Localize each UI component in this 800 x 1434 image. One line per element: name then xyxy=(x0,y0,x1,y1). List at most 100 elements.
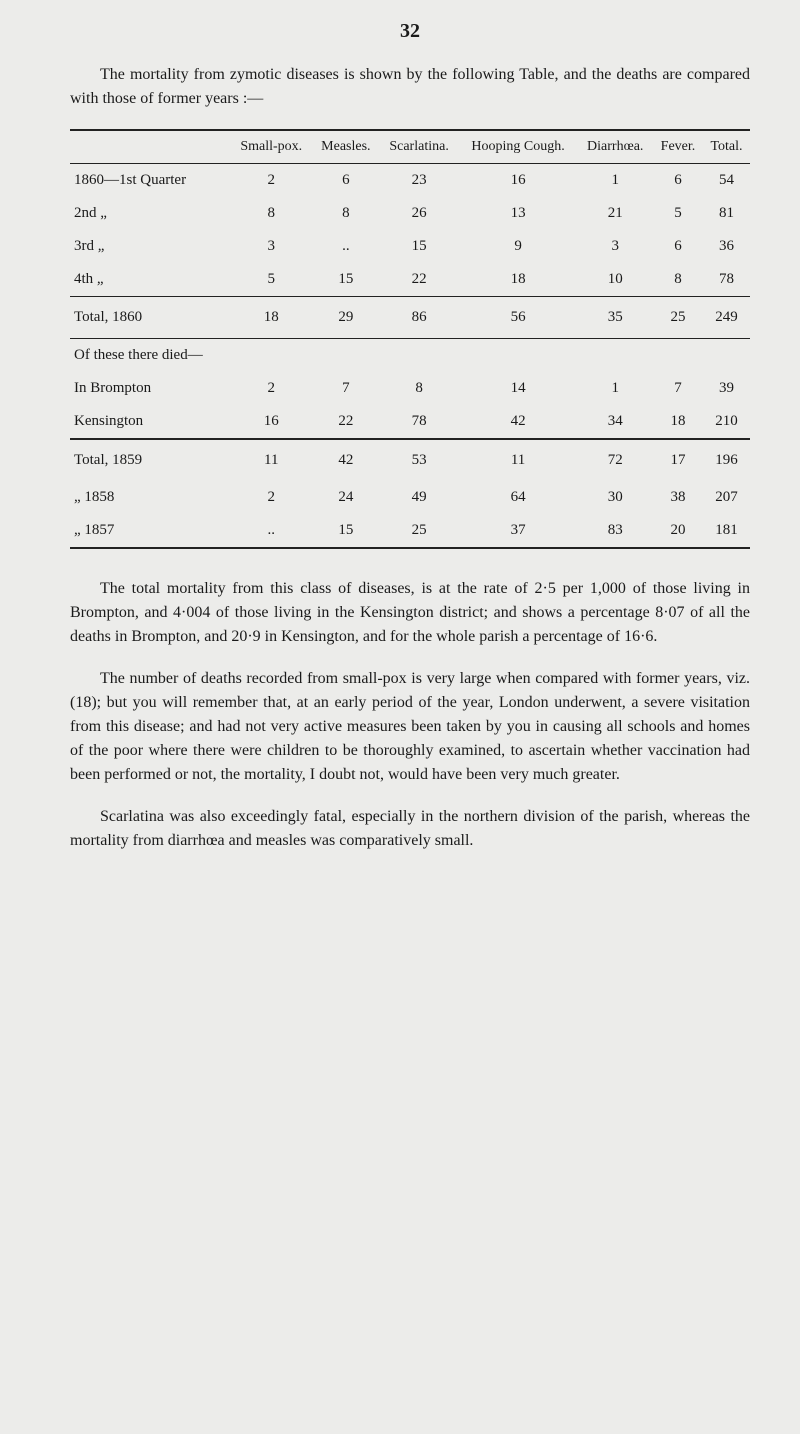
col-diarrhoea: Diarrhœa. xyxy=(578,130,653,164)
cell: 14 xyxy=(459,372,578,405)
cell: .. xyxy=(312,230,379,263)
cell: 81 xyxy=(703,197,750,230)
cell: 24 xyxy=(312,481,379,514)
row-label: „ 1858 xyxy=(70,481,230,514)
row-label: Total, 1859 xyxy=(70,439,230,481)
cell: 5 xyxy=(653,197,703,230)
cell: 2 xyxy=(230,481,312,514)
table-row: Total, 1860182986563525249 xyxy=(70,297,750,339)
cell: 249 xyxy=(703,297,750,339)
cell: 29 xyxy=(312,297,379,339)
mortality-table: Small-pox. Measles. Scarlatina. Hooping … xyxy=(70,129,750,549)
col-hooping: Hooping Cough. xyxy=(459,130,578,164)
cell: 7 xyxy=(653,372,703,405)
cell: 16 xyxy=(459,164,578,198)
row-label: Kensington xyxy=(70,405,230,439)
cell: 3 xyxy=(578,230,653,263)
cell xyxy=(459,339,578,373)
cell: 16 xyxy=(230,405,312,439)
cell: 15 xyxy=(312,514,379,548)
cell: 54 xyxy=(703,164,750,198)
cell: 9 xyxy=(459,230,578,263)
cell: 3 xyxy=(230,230,312,263)
cell: 210 xyxy=(703,405,750,439)
cell: 15 xyxy=(380,230,459,263)
cell: 25 xyxy=(653,297,703,339)
row-label: Of these there died— xyxy=(70,339,230,373)
cell: 181 xyxy=(703,514,750,548)
table-row: 1860—1st Quarter2623161654 xyxy=(70,164,750,198)
intro-paragraph: The mortality from zymotic diseases is s… xyxy=(70,63,750,111)
cell: 18 xyxy=(230,297,312,339)
cell: 196 xyxy=(703,439,750,481)
cell: 1 xyxy=(578,164,653,198)
cell: 5 xyxy=(230,263,312,297)
cell: 2 xyxy=(230,164,312,198)
col-measles: Measles. xyxy=(312,130,379,164)
cell: 23 xyxy=(380,164,459,198)
cell: 207 xyxy=(703,481,750,514)
table-row: 2nd „88261321581 xyxy=(70,197,750,230)
cell xyxy=(653,339,703,373)
cell: 22 xyxy=(312,405,379,439)
table-row: „ 1857..1525378320181 xyxy=(70,514,750,548)
cell: 49 xyxy=(380,481,459,514)
cell: 25 xyxy=(380,514,459,548)
col-smallpox: Small-pox. xyxy=(230,130,312,164)
table-header-row: Small-pox. Measles. Scarlatina. Hooping … xyxy=(70,130,750,164)
cell: 8 xyxy=(312,197,379,230)
body-para-2: The number of deaths recorded from small… xyxy=(70,667,750,787)
table-row: Of these there died— xyxy=(70,339,750,373)
cell xyxy=(703,339,750,373)
row-label: 1860—1st Quarter xyxy=(70,164,230,198)
cell: 6 xyxy=(312,164,379,198)
cell: 72 xyxy=(578,439,653,481)
col-fever: Fever. xyxy=(653,130,703,164)
page: 32 The mortality from zymotic diseases i… xyxy=(0,0,800,1434)
cell: 26 xyxy=(380,197,459,230)
col-scarlatina: Scarlatina. xyxy=(380,130,459,164)
cell: 53 xyxy=(380,439,459,481)
cell: 83 xyxy=(578,514,653,548)
cell: 64 xyxy=(459,481,578,514)
cell: 6 xyxy=(653,164,703,198)
cell: .. xyxy=(230,514,312,548)
body-para-1: The total mortality from this class of d… xyxy=(70,577,750,649)
cell: 56 xyxy=(459,297,578,339)
cell: 39 xyxy=(703,372,750,405)
table-row: „ 185822449643038207 xyxy=(70,481,750,514)
col-total: Total. xyxy=(703,130,750,164)
row-label: „ 1857 xyxy=(70,514,230,548)
cell: 78 xyxy=(380,405,459,439)
cell: 18 xyxy=(459,263,578,297)
cell: 6 xyxy=(653,230,703,263)
cell: 13 xyxy=(459,197,578,230)
cell xyxy=(380,339,459,373)
cell: 42 xyxy=(312,439,379,481)
row-label: 3rd „ xyxy=(70,230,230,263)
cell: 22 xyxy=(380,263,459,297)
cell: 36 xyxy=(703,230,750,263)
cell xyxy=(230,339,312,373)
cell xyxy=(312,339,379,373)
row-label: 4th „ xyxy=(70,263,230,297)
cell: 37 xyxy=(459,514,578,548)
cell: 11 xyxy=(230,439,312,481)
table-row: 4th „515221810878 xyxy=(70,263,750,297)
table-row: 3rd „3..1593636 xyxy=(70,230,750,263)
cell: 15 xyxy=(312,263,379,297)
cell: 78 xyxy=(703,263,750,297)
table-row: Total, 1859114253117217196 xyxy=(70,439,750,481)
cell: 8 xyxy=(230,197,312,230)
page-number: 32 xyxy=(70,20,750,43)
cell: 34 xyxy=(578,405,653,439)
body-para-3: Scarlatina was also exceedingly fatal, e… xyxy=(70,805,750,853)
cell: 2 xyxy=(230,372,312,405)
col-blank xyxy=(70,130,230,164)
cell: 11 xyxy=(459,439,578,481)
cell: 8 xyxy=(380,372,459,405)
cell: 1 xyxy=(578,372,653,405)
cell: 20 xyxy=(653,514,703,548)
cell xyxy=(578,339,653,373)
cell: 21 xyxy=(578,197,653,230)
